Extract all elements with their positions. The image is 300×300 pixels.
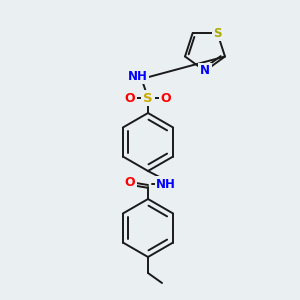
Text: N: N (200, 64, 210, 77)
Text: NH: NH (128, 70, 148, 83)
Text: O: O (161, 92, 171, 104)
Text: O: O (125, 92, 135, 104)
Text: NH: NH (156, 178, 176, 190)
Text: S: S (213, 26, 222, 40)
Text: S: S (143, 92, 153, 104)
Text: O: O (125, 176, 135, 188)
